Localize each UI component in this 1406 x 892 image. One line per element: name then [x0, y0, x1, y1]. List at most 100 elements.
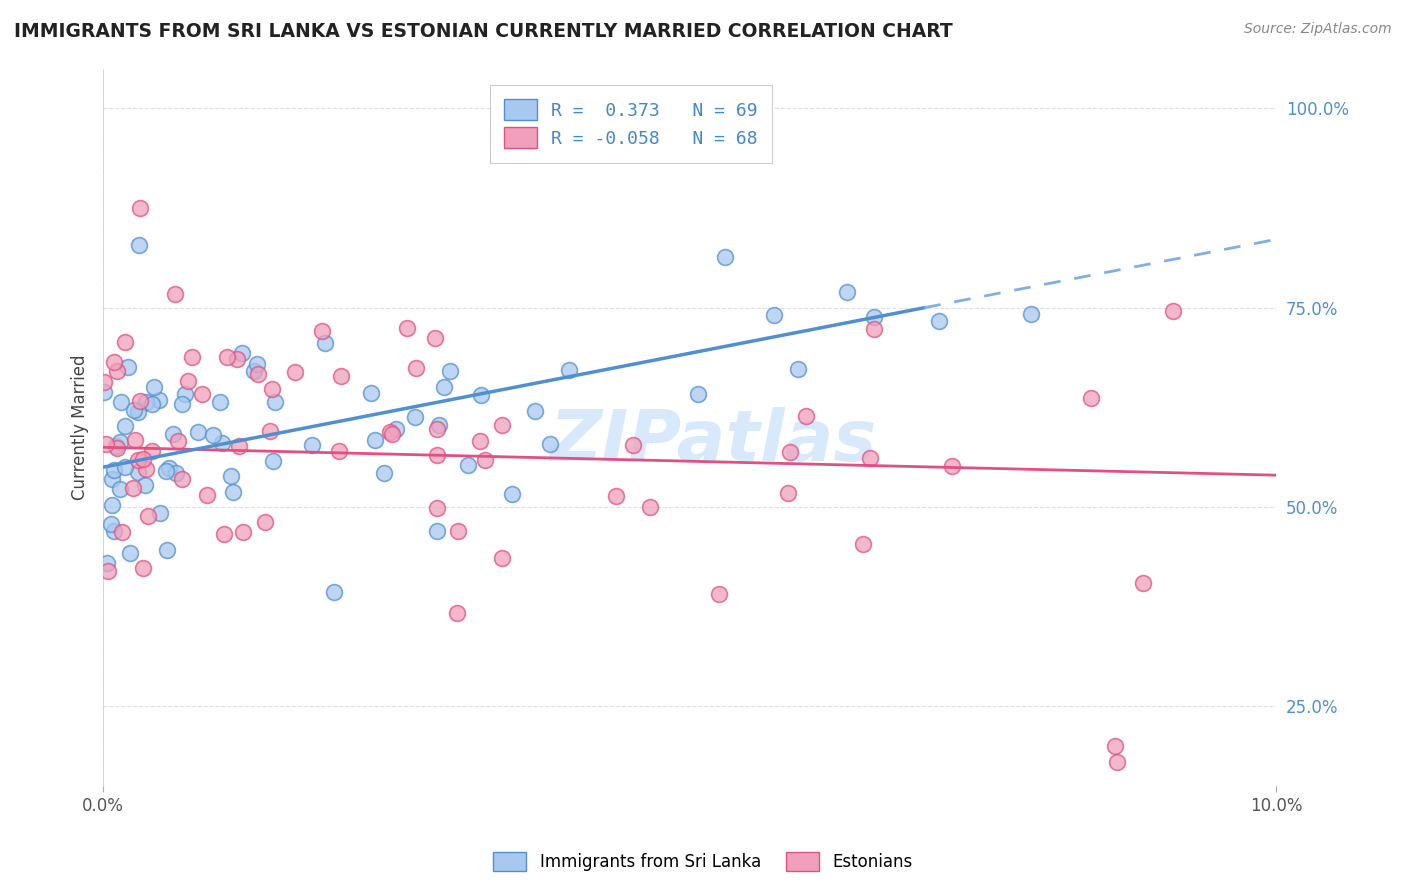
Point [148, 392, 170, 407]
Point [170, 397, 193, 411]
Point [141, 444, 163, 458]
Point [260, 382, 283, 396]
Point [491, 550, 513, 565]
Point [360, 386, 382, 401]
Point [264, 394, 287, 409]
Point [311, 324, 333, 338]
Point [114, 459, 136, 474]
Point [502, 487, 524, 501]
Point [1132, 576, 1154, 591]
Point [231, 345, 253, 359]
Point [425, 524, 447, 539]
Point [110, 483, 132, 497]
Point [621, 438, 644, 452]
Point [395, 321, 418, 335]
Point [228, 439, 250, 453]
Point [491, 418, 513, 433]
Point [779, 445, 801, 459]
Point [1019, 307, 1042, 321]
Point [108, 435, 131, 450]
Point [118, 545, 141, 559]
Point [211, 436, 233, 450]
Point [186, 425, 208, 440]
Point [776, 486, 799, 500]
Point [427, 418, 450, 433]
Point [122, 481, 145, 495]
Point [605, 489, 627, 503]
Point [381, 426, 404, 441]
Point [103, 463, 125, 477]
Point [174, 386, 197, 401]
Point [131, 561, 153, 575]
Point [928, 314, 950, 328]
Point [172, 472, 194, 486]
Text: ZIPatlas: ZIPatlas [550, 407, 877, 476]
Point [155, 464, 177, 478]
Point [111, 525, 134, 540]
Point [446, 606, 468, 620]
Point [165, 287, 187, 301]
Point [142, 380, 165, 394]
Point [837, 285, 859, 300]
Point [226, 351, 249, 366]
Point [373, 466, 395, 480]
Point [195, 488, 218, 502]
Point [447, 524, 470, 538]
Point [1104, 739, 1126, 754]
Point [215, 350, 238, 364]
Point [859, 451, 882, 466]
Point [141, 397, 163, 411]
Point [523, 404, 546, 418]
Point [134, 478, 156, 492]
Point [380, 425, 402, 439]
Point [96, 556, 118, 570]
Point [329, 369, 352, 384]
Point [638, 500, 661, 515]
Legend: R =  0.373   N = 69, R = -0.058   N = 68: R = 0.373 N = 69, R = -0.058 N = 68 [489, 85, 772, 162]
Point [364, 433, 387, 447]
Point [124, 433, 146, 447]
Y-axis label: Currently Married: Currently Married [72, 355, 89, 500]
Point [132, 452, 155, 467]
Point [433, 380, 456, 394]
Point [439, 364, 461, 378]
Point [246, 357, 269, 371]
Point [786, 362, 808, 376]
Point [457, 458, 479, 472]
Point [253, 515, 276, 529]
Point [468, 434, 491, 448]
Point [1161, 304, 1184, 318]
Point [136, 508, 159, 523]
Point [202, 427, 225, 442]
Point [232, 524, 254, 539]
Point [129, 202, 152, 216]
Point [97, 564, 120, 578]
Point [129, 394, 152, 409]
Point [538, 436, 561, 450]
Point [219, 469, 242, 483]
Point [222, 485, 245, 500]
Point [426, 501, 449, 516]
Point [101, 498, 124, 512]
Point [474, 452, 496, 467]
Text: Source: ZipAtlas.com: Source: ZipAtlas.com [1244, 22, 1392, 37]
Legend: Immigrants from Sri Lanka, Estonians: Immigrants from Sri Lanka, Estonians [485, 843, 921, 880]
Point [314, 335, 336, 350]
Point [135, 394, 157, 409]
Point [470, 388, 492, 402]
Point [100, 517, 122, 532]
Point [405, 361, 427, 376]
Point [284, 366, 307, 380]
Point [165, 466, 187, 480]
Point [101, 472, 124, 486]
Point [686, 386, 709, 401]
Point [104, 439, 127, 453]
Point [212, 527, 235, 541]
Point [262, 454, 284, 468]
Point [110, 394, 132, 409]
Point [114, 334, 136, 349]
Point [105, 363, 128, 377]
Point [149, 507, 172, 521]
Point [127, 453, 149, 467]
Point [862, 310, 884, 325]
